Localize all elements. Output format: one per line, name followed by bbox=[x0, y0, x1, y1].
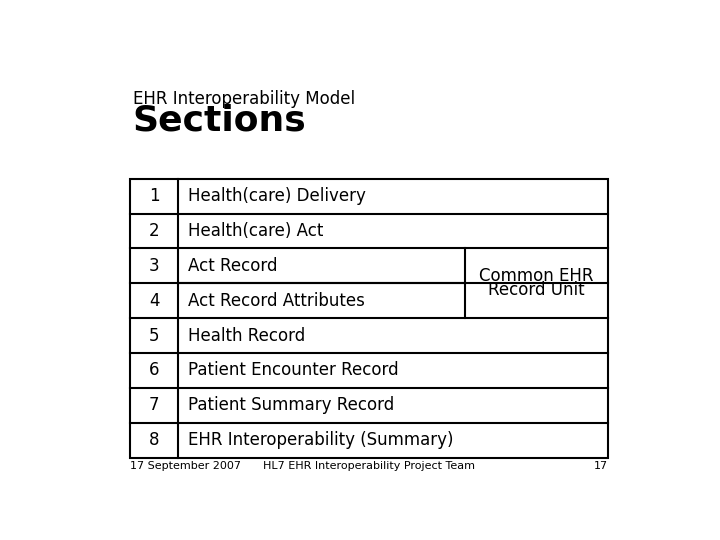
Text: Act Record Attributes: Act Record Attributes bbox=[188, 292, 364, 310]
Text: EHR Interoperability Model: EHR Interoperability Model bbox=[132, 90, 355, 108]
Text: 7: 7 bbox=[149, 396, 160, 414]
Text: Sections: Sections bbox=[132, 103, 307, 137]
Bar bbox=[130, 179, 608, 457]
Text: 3: 3 bbox=[149, 257, 160, 275]
Text: HL7 EHR Interoperability Project Team: HL7 EHR Interoperability Project Team bbox=[263, 461, 475, 471]
Text: 2: 2 bbox=[149, 222, 160, 240]
Text: Act Record: Act Record bbox=[188, 257, 277, 275]
Text: 5: 5 bbox=[149, 327, 160, 345]
Text: 4: 4 bbox=[149, 292, 160, 310]
Text: Patient Encounter Record: Patient Encounter Record bbox=[188, 361, 398, 380]
Text: Record Unit: Record Unit bbox=[488, 281, 585, 299]
Text: Health Record: Health Record bbox=[188, 327, 305, 345]
Text: Health(care) Delivery: Health(care) Delivery bbox=[188, 187, 366, 205]
Text: 1: 1 bbox=[149, 187, 160, 205]
Text: EHR Interoperability (Summary): EHR Interoperability (Summary) bbox=[188, 431, 453, 449]
Text: Health(care) Act: Health(care) Act bbox=[188, 222, 323, 240]
Text: Common EHR: Common EHR bbox=[479, 267, 594, 285]
Text: 8: 8 bbox=[149, 431, 160, 449]
Text: 17 September 2007: 17 September 2007 bbox=[130, 461, 241, 471]
Text: 17: 17 bbox=[593, 461, 608, 471]
Text: 6: 6 bbox=[149, 361, 160, 380]
Text: Patient Summary Record: Patient Summary Record bbox=[188, 396, 394, 414]
